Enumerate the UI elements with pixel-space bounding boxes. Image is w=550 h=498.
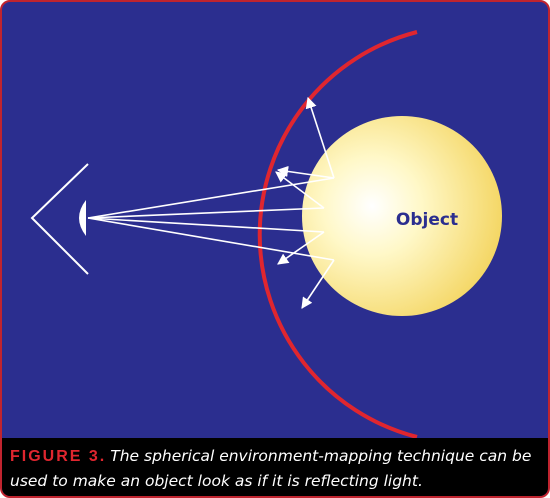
object-label: Object	[396, 210, 458, 230]
figure-label: FIGURE 3.	[10, 448, 106, 465]
diagram: Object	[2, 2, 548, 438]
caption: FIGURE 3.The spherical environment-mappi…	[2, 438, 548, 496]
figure: Object FIGURE 3.The spherical environmen…	[0, 0, 550, 498]
rays	[88, 98, 334, 308]
pupil	[79, 200, 86, 236]
